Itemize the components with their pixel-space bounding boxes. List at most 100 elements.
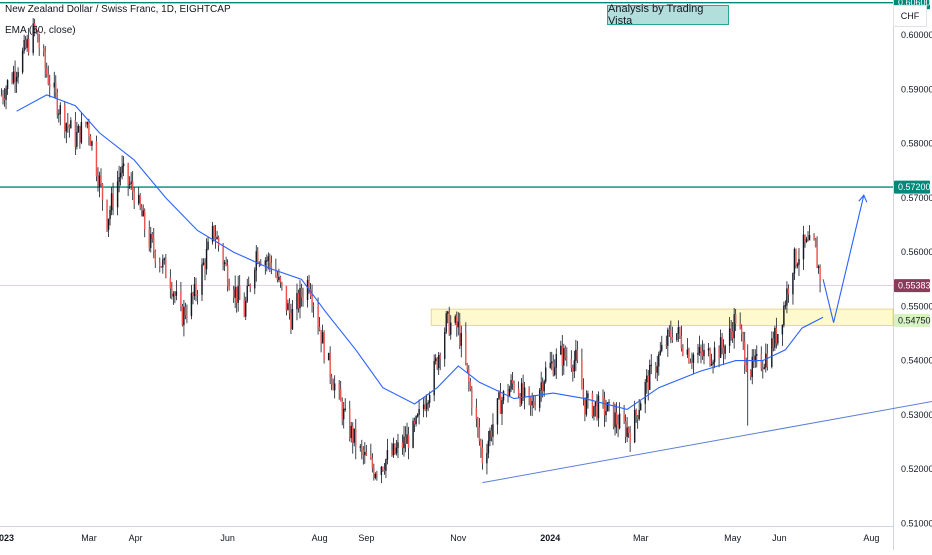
candle-body	[300, 288, 303, 298]
candle-body	[403, 436, 405, 449]
candle-body	[412, 420, 414, 448]
candle-body	[502, 391, 505, 401]
candle-body	[762, 368, 764, 370]
candle-body	[380, 467, 383, 476]
candle-body	[532, 401, 535, 406]
candle-body	[130, 181, 132, 185]
candle-body	[418, 408, 420, 415]
candle-body	[397, 442, 399, 448]
x-tick-label: Mar	[81, 533, 97, 543]
candle-body	[650, 364, 652, 366]
candle-body	[560, 345, 562, 355]
candle-body	[232, 289, 235, 298]
candle-body	[713, 347, 716, 363]
candle-body	[365, 451, 368, 456]
candle-body	[570, 359, 573, 368]
candle-body	[428, 395, 431, 403]
zone-price-badge-box	[894, 313, 930, 327]
candle-body	[385, 459, 387, 471]
candle-body	[584, 397, 586, 415]
candle-body	[15, 76, 18, 82]
candle-body	[638, 410, 640, 420]
candle-body	[813, 235, 815, 239]
candle-body	[267, 256, 270, 261]
candle-body	[624, 421, 627, 437]
candle-body	[279, 276, 282, 283]
candle-body	[406, 434, 408, 444]
candle-body	[287, 303, 289, 311]
candle-body	[816, 246, 818, 269]
candle-body	[517, 388, 520, 396]
candle-body	[299, 288, 301, 309]
candle-body	[26, 38, 28, 48]
candle-body	[614, 412, 616, 428]
candle-body	[594, 401, 597, 407]
candle-body	[371, 458, 374, 469]
y-tick-label: 0.55000	[901, 301, 932, 311]
candle-body	[142, 210, 144, 217]
candle-body	[3, 98, 6, 100]
candle-body	[774, 327, 776, 348]
candle-body	[701, 351, 704, 357]
candle-body	[436, 358, 438, 369]
candle-body	[707, 348, 710, 351]
candle-body	[98, 175, 101, 187]
candle-body	[100, 175, 102, 185]
candle-body	[623, 413, 625, 422]
candle-body	[297, 293, 300, 309]
candle-body	[427, 402, 429, 405]
candle-body	[109, 210, 111, 220]
candle-body	[329, 352, 331, 378]
candle-body	[596, 401, 598, 419]
candle-body	[352, 425, 354, 443]
candle-body	[686, 349, 689, 355]
candle-body	[97, 176, 99, 187]
candle-body	[407, 434, 410, 448]
candle-body	[649, 364, 651, 390]
candle-body	[697, 352, 699, 355]
candle-body	[802, 234, 805, 260]
candle-body	[489, 430, 491, 442]
candle-body	[425, 403, 428, 410]
candle-body	[646, 375, 648, 383]
zone-price-badge: 0.54750	[898, 315, 931, 325]
candle-body	[639, 403, 642, 411]
candle-body	[353, 428, 355, 443]
candle-body	[603, 398, 606, 416]
candle-body	[775, 327, 778, 344]
candle-body	[53, 82, 55, 88]
candle-body	[795, 249, 797, 267]
candle-body	[679, 327, 681, 336]
candle-body	[205, 249, 208, 270]
candle-body	[508, 388, 511, 397]
candle-body	[14, 71, 16, 82]
candle-body	[281, 282, 283, 287]
candle-body	[528, 387, 530, 397]
candle-body	[635, 410, 637, 416]
candle-body	[501, 400, 503, 414]
candle-body	[23, 39, 25, 52]
currency-button[interactable]: CHF	[893, 5, 927, 27]
candle-body	[668, 329, 671, 331]
candle-body	[566, 357, 568, 360]
x-tick-label: Nov	[450, 533, 467, 543]
candle-body	[153, 238, 155, 252]
candle-body	[772, 338, 775, 348]
candle-body	[312, 305, 315, 307]
candle-body	[202, 262, 205, 265]
candle-body	[243, 299, 245, 317]
candle-body	[561, 345, 563, 366]
candle-body	[655, 364, 657, 373]
candle-body	[647, 375, 649, 390]
candle-body	[733, 314, 735, 339]
candle-body	[554, 367, 556, 375]
candle-body	[481, 447, 484, 464]
candle-body	[67, 123, 69, 126]
candle-body	[582, 389, 585, 398]
candle-body	[496, 398, 499, 425]
candle-body	[116, 181, 119, 208]
candle-body	[245, 301, 247, 317]
candle-body	[12, 71, 15, 83]
